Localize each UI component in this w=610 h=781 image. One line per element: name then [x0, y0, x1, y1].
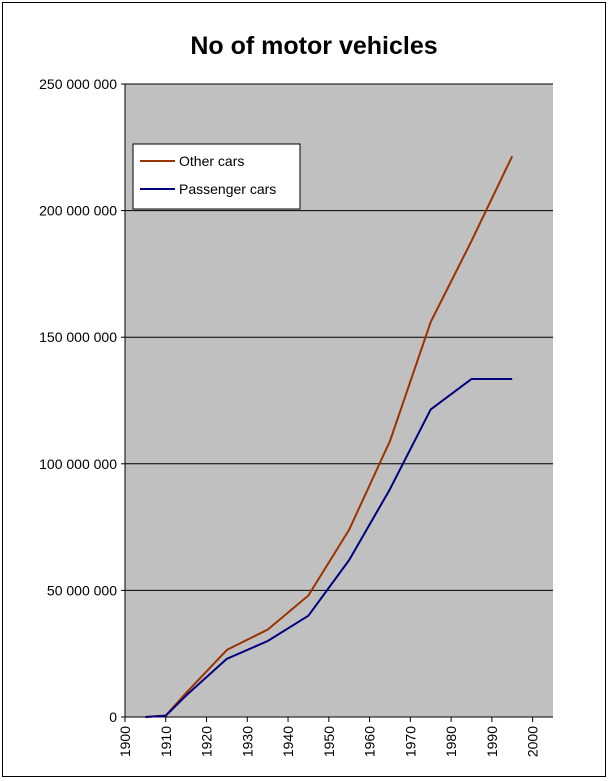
legend: Other cars Passenger cars: [132, 143, 301, 210]
axes: [124, 84, 553, 718]
x-tick-label: 1970: [402, 726, 418, 757]
y-tick-label: 200 000 000: [39, 203, 117, 219]
legend-label-passenger-cars: Passenger cars: [179, 181, 276, 197]
legend-label-other-cars: Other cars: [179, 153, 244, 169]
x-tick-label: 1920: [199, 726, 215, 757]
y-tick-label: 100 000 000: [39, 456, 117, 472]
x-tick-label: 1900: [117, 726, 133, 757]
x-tick-label: 1950: [321, 726, 337, 757]
y-tick-label: 150 000 000: [39, 329, 117, 345]
gridlines: [125, 83, 553, 591]
x-axis-ticks: 1900 1910 1920 1930 1940 1950 1960 1970 1980 1990…: [117, 717, 541, 757]
series-line-passenger-cars: [145, 378, 513, 718]
x-tick-label: 1980: [443, 726, 459, 757]
y-tick-label: 0: [109, 709, 117, 725]
x-tick-label: 1960: [362, 726, 378, 757]
x-tick-label: 1990: [484, 726, 500, 757]
x-tick-label: 1940: [280, 726, 296, 757]
series-line-other-cars: [145, 155, 514, 718]
y-tick-label: 50 000 000: [47, 582, 117, 598]
y-tick-label: 250 000 000: [39, 76, 117, 92]
x-tick-label: 1930: [239, 726, 255, 757]
chart-title: No of motor vehicles: [190, 32, 437, 60]
legend-box: [132, 143, 301, 210]
series-lines: [145, 155, 514, 718]
x-tick-label: 2000: [525, 726, 541, 757]
x-tick-label: 1910: [158, 726, 174, 757]
y-axis-ticks: 0 50 000 000 100 000 000 150 000 000 200 000…: [39, 76, 125, 725]
